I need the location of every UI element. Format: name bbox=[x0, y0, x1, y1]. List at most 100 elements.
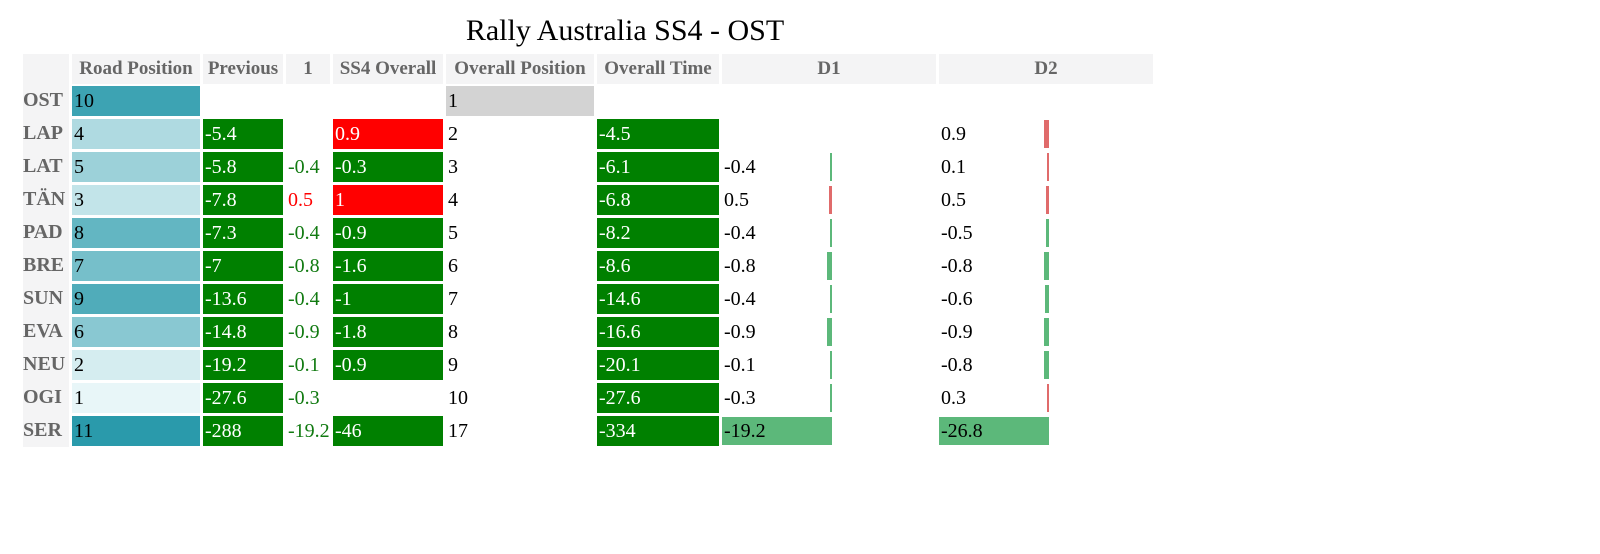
previous-cell bbox=[203, 84, 283, 117]
d2-bar bbox=[1046, 185, 1049, 214]
row-code: EVA bbox=[23, 315, 69, 348]
cell-value: -0.8 bbox=[941, 353, 973, 376]
row-code: LAP bbox=[23, 117, 69, 150]
cell-value: -0.5 bbox=[941, 221, 973, 244]
overall-time-cell: -8.2 bbox=[597, 216, 719, 249]
d1-cell bbox=[722, 117, 936, 150]
previous-cell: -7 bbox=[203, 249, 283, 282]
cell-value: 8 bbox=[72, 217, 200, 248]
cell-value: -19.2 bbox=[724, 419, 766, 442]
cell-value: 7 bbox=[448, 287, 458, 310]
ss4-overall-cell: 0.9 bbox=[333, 117, 443, 150]
cell-value: 1 bbox=[333, 184, 443, 215]
d2-bar-cell: 0.1 bbox=[939, 152, 1153, 182]
cell-value: -1.6 bbox=[333, 250, 443, 281]
d1-cell: -0.4 bbox=[722, 216, 936, 249]
d1-bar-cell: -19.2 bbox=[722, 416, 936, 446]
cell-value: -0.4 bbox=[724, 287, 756, 310]
d1-bar-cell: -0.4 bbox=[722, 152, 936, 182]
d2-cell: -0.5 bbox=[939, 216, 1153, 249]
stage-1-cell: -0.9 bbox=[286, 315, 330, 348]
d2-bar bbox=[1044, 350, 1049, 379]
cell-value: -7 bbox=[203, 250, 283, 281]
cell-value: -288 bbox=[203, 415, 283, 446]
cell-value: 0.3 bbox=[941, 386, 966, 409]
cell-value: -0.8 bbox=[724, 254, 756, 277]
cell-value: -14.8 bbox=[203, 316, 283, 347]
previous-cell: -5.4 bbox=[203, 117, 283, 150]
cell-value: -27.6 bbox=[597, 382, 719, 413]
overall-position-cell: 9 bbox=[446, 348, 594, 381]
d2-cell bbox=[939, 84, 1153, 117]
overall-time-cell: -6.8 bbox=[597, 183, 719, 216]
cell-value: 6 bbox=[72, 316, 200, 347]
d1-bar-cell: -0.4 bbox=[722, 218, 936, 248]
road-position-cell: 2 bbox=[72, 348, 200, 381]
cell-value: -19.2 bbox=[288, 419, 330, 442]
header-stage-1: 1 bbox=[286, 54, 330, 84]
d1-cell: -0.9 bbox=[722, 315, 936, 348]
road-position-cell: 7 bbox=[72, 249, 200, 282]
cell-value: 10 bbox=[72, 85, 200, 116]
d1-cell: -0.3 bbox=[722, 381, 936, 414]
cell-value: -334 bbox=[597, 415, 719, 446]
cell-value: 0.5 bbox=[288, 188, 313, 211]
d2-cell: 0.3 bbox=[939, 381, 1153, 414]
road-position-cell: 1 bbox=[72, 381, 200, 414]
cell-value: -1 bbox=[333, 283, 443, 314]
cell-value: 7 bbox=[72, 250, 200, 281]
cell-value: 4 bbox=[448, 188, 458, 211]
stage-1-cell: -0.4 bbox=[286, 282, 330, 315]
table-row: SER 11 -288 -19.2 -46 17 -334 -19.2 -26.8 bbox=[23, 414, 1153, 447]
cell-value: -0.4 bbox=[288, 155, 320, 178]
d2-bar bbox=[1046, 218, 1049, 247]
d1-cell bbox=[722, 84, 936, 117]
cell-value: -13.6 bbox=[203, 283, 283, 314]
d2-bar-cell: -0.8 bbox=[939, 251, 1153, 281]
row-code: TÄN bbox=[23, 183, 69, 216]
cell-value: -0.9 bbox=[288, 320, 320, 343]
cell-value: 5 bbox=[448, 221, 458, 244]
d2-bar bbox=[1044, 317, 1049, 346]
d2-cell: 0.9 bbox=[939, 117, 1153, 150]
stage-1-cell: -0.1 bbox=[286, 348, 330, 381]
d1-cell: 0.5 bbox=[722, 183, 936, 216]
d1-bar-cell: -0.3 bbox=[722, 383, 936, 413]
d1-bar-cell: -0.9 bbox=[722, 317, 936, 347]
d2-bar-cell: -0.8 bbox=[939, 350, 1153, 380]
ss4-overall-cell: -0.9 bbox=[333, 216, 443, 249]
cell-value: -0.1 bbox=[288, 353, 320, 376]
cell-value: -0.3 bbox=[333, 151, 443, 182]
cell-value: -20.1 bbox=[597, 349, 719, 380]
stage-1-cell bbox=[286, 117, 330, 150]
table-row: OST 10 1 bbox=[23, 84, 1153, 117]
cell-value: 11 bbox=[72, 415, 200, 446]
stage-1-cell: -0.4 bbox=[286, 150, 330, 183]
d2-bar bbox=[1045, 284, 1049, 313]
cell-value: 10 bbox=[448, 386, 468, 409]
stage-1-cell: 0.5 bbox=[286, 183, 330, 216]
overall-time-cell: -334 bbox=[597, 414, 719, 447]
road-position-cell: 10 bbox=[72, 84, 200, 117]
d1-bar-cell: -0.1 bbox=[722, 350, 936, 380]
previous-cell: -27.6 bbox=[203, 381, 283, 414]
road-position-cell: 6 bbox=[72, 315, 200, 348]
ss4-overall-cell: -46 bbox=[333, 414, 443, 447]
cell-value: -19.2 bbox=[203, 349, 283, 380]
ss4-overall-cell bbox=[333, 84, 443, 117]
cell-value: 2 bbox=[448, 122, 458, 145]
table-row: TÄN 3 -7.8 0.5 1 4 -6.8 0.5 0.5 bbox=[23, 183, 1153, 216]
previous-cell: -13.6 bbox=[203, 282, 283, 315]
d1-bar bbox=[830, 383, 832, 412]
stage-1-cell: -0.3 bbox=[286, 381, 330, 414]
overall-time-cell: -14.6 bbox=[597, 282, 719, 315]
cell-value: 6 bbox=[448, 254, 458, 277]
d2-bar-cell: -0.9 bbox=[939, 317, 1153, 347]
d2-cell: -0.8 bbox=[939, 249, 1153, 282]
header-d1: D1 bbox=[722, 54, 936, 84]
header-blank bbox=[23, 54, 69, 84]
previous-cell: -7.3 bbox=[203, 216, 283, 249]
d2-bar-cell: -0.6 bbox=[939, 284, 1153, 314]
cell-value: -0.3 bbox=[288, 386, 320, 409]
cell-value: -7.8 bbox=[203, 184, 283, 215]
